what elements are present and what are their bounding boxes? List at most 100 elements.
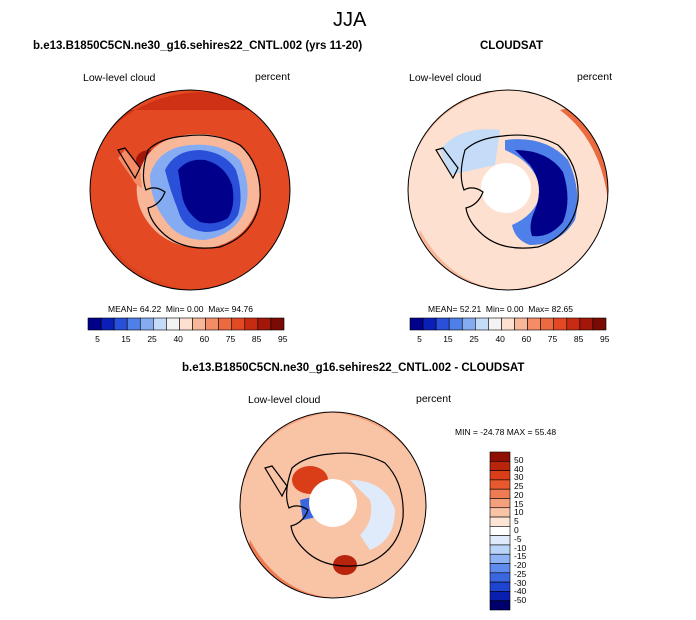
panel1-field-patch	[90, 230, 290, 290]
colorbar-swatch	[475, 317, 489, 331]
colorbar-tick-label: 10	[514, 507, 524, 518]
colorbar-tick-label: 15	[514, 498, 524, 509]
colorbar-swatch	[489, 591, 511, 602]
panel2-colorbar	[409, 317, 607, 331]
colorbar-tick-label: 25	[514, 481, 524, 492]
colorbar-tick-label: 20	[514, 489, 524, 500]
colorbar-swatch	[448, 317, 463, 331]
colorbar-tick-label: 40	[514, 463, 524, 474]
panel3-colorbar	[489, 451, 511, 611]
panel2-min: 0.00	[506, 304, 524, 314]
panel3-map-border	[239, 411, 427, 599]
left-panel-title: b.e13.B1850C5CN.ne30_g16.sehires22_CNTL.…	[33, 40, 363, 52]
panel1-colorbar	[87, 317, 285, 331]
right-panel-title: CLOUDSAT	[480, 40, 544, 52]
colorbar-tick-label: -40	[514, 586, 527, 597]
colorbar-swatch	[87, 317, 102, 331]
colorbar-tick-label: -50	[514, 595, 527, 606]
colorbar-tick-label: -5	[514, 533, 522, 544]
colorbar-swatch	[489, 488, 511, 499]
panel1-max-label: Max=	[208, 304, 230, 314]
colorbar-tick-label: 25	[147, 334, 157, 344]
colorbar-tick-label: 50	[514, 454, 524, 465]
colorbar-swatch	[527, 317, 541, 331]
panel3-field-patch	[333, 555, 357, 575]
colorbar-swatch	[489, 470, 511, 481]
colorbar-tick-label: 40	[173, 334, 183, 344]
colorbar-swatch	[192, 317, 206, 331]
colorbar-tick-label: -20	[514, 560, 527, 571]
colorbar-swatch	[100, 317, 115, 331]
panel1-max: 94.76	[231, 304, 253, 314]
colorbar-swatch	[489, 479, 511, 490]
colorbar-tick-label: 15	[443, 334, 453, 344]
panel2-map	[408, 90, 608, 290]
colorbar-tick-label: 95	[600, 334, 610, 344]
panel2-max-label: Max=	[528, 304, 550, 314]
colorbar-swatch	[461, 317, 476, 331]
colorbar-swatch	[488, 317, 502, 331]
colorbar-swatch	[422, 317, 437, 331]
colorbar-tick-label: 40	[495, 334, 505, 344]
colorbar-swatch	[489, 516, 511, 527]
panel2-mean-label: MEAN=	[428, 304, 458, 314]
panel3-variable: Low-level cloud	[248, 394, 321, 406]
colorbar-swatch	[489, 581, 511, 592]
colorbar-tick-label: 0	[514, 525, 519, 535]
colorbar-tick-label: 5	[95, 334, 100, 344]
colorbar-swatch	[489, 526, 511, 536]
panel3-field-patch	[240, 540, 426, 598]
panel1-map-border	[89, 89, 291, 291]
colorbar-swatch	[270, 317, 285, 331]
colorbar-swatch	[218, 317, 233, 331]
colorbar-tick-label: 95	[278, 334, 288, 344]
panel2-stats: MEAN= 52.21 Min= 0.00 Max= 82.65	[428, 304, 573, 314]
colorbar-swatch	[153, 317, 167, 331]
panel2-units: percent	[577, 71, 613, 83]
colorbar-swatch	[166, 317, 180, 331]
colorbar-tick-label: -25	[514, 568, 527, 579]
bottom-panel-title: b.e13.B1850C5CN.ne30_g16.sehires22_CNTL.…	[182, 362, 525, 374]
colorbar-swatch	[139, 317, 154, 331]
panel1-mean: 64.22	[139, 304, 162, 314]
panel2-coastline	[435, 134, 579, 249]
colorbar-swatch	[205, 317, 219, 331]
figure-title: JJA	[333, 9, 367, 31]
panel1-units: percent	[255, 71, 291, 83]
panel3-no-data-hole	[309, 479, 357, 527]
colorbar-swatch	[566, 317, 581, 331]
panel2-plateau-field	[515, 150, 568, 237]
colorbar-tick-label: 15	[121, 334, 131, 344]
colorbar-tick-label: 85	[251, 334, 262, 344]
colorbar-swatch	[179, 317, 193, 331]
panel2-map-border	[407, 89, 609, 291]
colorbar-tick-label: -30	[514, 577, 527, 588]
colorbar-swatch	[501, 317, 515, 331]
colorbar-tick-label: 75	[547, 334, 558, 344]
panel2-variable: Low-level cloud	[409, 72, 482, 84]
panel1-variable: Low-level cloud	[83, 72, 156, 84]
colorbar-tick-label: -15	[514, 551, 527, 562]
colorbar-tick-label: 5	[417, 334, 422, 344]
panel2-max: 82.65	[551, 304, 573, 314]
colorbar-swatch	[489, 544, 511, 555]
colorbar-swatch	[592, 317, 607, 331]
colorbar-swatch	[489, 507, 511, 518]
panel1-coastline	[117, 134, 261, 249]
colorbar-swatch	[489, 460, 511, 471]
colorbar-swatch	[489, 451, 511, 462]
panel2-mean: 52.21	[459, 304, 482, 314]
panel3-units: percent	[416, 393, 452, 405]
panel1-plateau-field	[178, 159, 234, 224]
colorbar-tick-label: 85	[573, 334, 584, 344]
panel1-min: 0.00	[186, 304, 204, 314]
panel3-field-patch	[350, 480, 395, 550]
panel1-mean-label: MEAN=	[108, 304, 138, 314]
panel2-no-data-hole	[481, 163, 531, 213]
colorbar-tick-label: 60	[521, 334, 532, 344]
colorbar-swatch	[540, 317, 555, 331]
panel1-field-patch	[95, 92, 290, 160]
colorbar-swatch	[489, 553, 511, 564]
colorbar-tick-label: 5	[514, 516, 519, 527]
colorbar-tick-label: 75	[225, 334, 236, 344]
